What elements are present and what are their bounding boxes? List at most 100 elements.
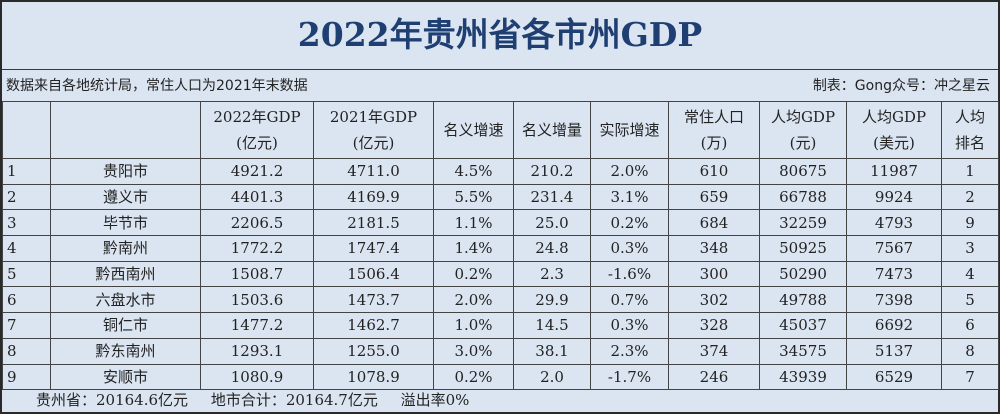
page-title: 2022年贵州省各市州GDP — [2, 2, 998, 70]
column-header: 名义增速 — [433, 101, 514, 159]
table-row: 5 黔西南州 1508.7 1506.4 0.2% 2.3 -1.6% 300 50290 747… — [2, 260, 999, 288]
table-body: 1 贵阳市 4921.2 4711.0 4.5% 210.2 2.0% 610 80675 119… — [2, 158, 999, 391]
nominal-increase-cell: 231.4 — [513, 183, 591, 211]
column-header: 人均GDP (元) — [759, 101, 847, 159]
column-header: 人均GDP (美元) — [846, 101, 942, 159]
population-cell: 610 — [668, 158, 760, 185]
gdp-per-capita-usd-cell: 5137 — [846, 337, 942, 365]
column-header: 名义增量 — [513, 101, 591, 159]
table-header: 2022年GDP (亿元) 2021年GDP (亿元) 名义增速 名义增量 实际增速 常住人口… — [2, 101, 999, 159]
real-growth-cell: 0.2% — [590, 209, 669, 237]
per-capita-rank-cell: 5 — [941, 286, 999, 314]
gdp-per-capita-usd-cell: 7398 — [846, 286, 942, 314]
gdp-per-capita-cny-cell: 80675 — [759, 158, 847, 185]
gdp-2022-cell: 1772.2 — [200, 235, 314, 262]
column-header-line1: 人均GDP — [770, 108, 836, 126]
nominal-growth-cell: 0.2% — [433, 363, 514, 391]
column-header-line1: 2022年GDP — [213, 108, 301, 126]
city-name-cell: 贵阳市 — [50, 158, 201, 185]
gdp-2021-cell: 1747.4 — [313, 235, 434, 262]
gdp-per-capita-usd-cell: 6692 — [846, 312, 942, 339]
gdp-2022-cell: 4401.3 — [200, 183, 314, 211]
city-name-cell: 遵义市 — [50, 183, 201, 211]
city-name-cell: 六盘水市 — [50, 286, 201, 314]
nominal-growth-cell: 0.2% — [433, 260, 514, 288]
overflow-rate: 溢出率0% — [400, 391, 470, 409]
column-header-line1: 人均GDP — [861, 108, 927, 126]
gdp-per-capita-cny-cell: 45037 — [759, 312, 847, 339]
table-row: 3 毕节市 2206.5 2181.5 1.1% 25.0 0.2% 684 32259 4793… — [2, 209, 999, 237]
table-row: 4 黔南州 1772.2 1747.4 1.4% 24.8 0.3% 348 50925 7567… — [2, 235, 999, 262]
gdp-2022-cell: 1477.2 — [200, 312, 314, 339]
column-header-line2: (万) — [700, 134, 728, 152]
real-growth-cell: -1.6% — [590, 260, 669, 288]
row-number-cell: 2 — [2, 183, 51, 211]
real-growth-cell: 0.3% — [590, 235, 669, 262]
city-name-cell: 黔南州 — [50, 235, 201, 262]
population-cell: 348 — [668, 235, 760, 262]
column-header-line1: 名义增量 — [521, 121, 582, 139]
population-cell: 300 — [668, 260, 760, 288]
row-number-cell: 3 — [2, 209, 51, 237]
nominal-growth-cell: 1.4% — [433, 235, 514, 262]
gdp-per-capita-cny-cell: 50925 — [759, 235, 847, 262]
gdp-per-capita-cny-cell: 32259 — [759, 209, 847, 237]
gdp-per-capita-usd-cell: 6529 — [846, 363, 942, 391]
row-number-cell: 9 — [2, 363, 51, 391]
column-header-line2: (亿元) — [236, 134, 278, 152]
nominal-growth-cell: 5.5% — [433, 183, 514, 211]
column-header: 2022年GDP (亿元) — [200, 101, 314, 159]
population-cell: 659 — [668, 183, 760, 211]
city-name-cell: 铜仁市 — [50, 312, 201, 339]
per-capita-rank-cell: 1 — [941, 158, 999, 185]
gdp-per-capita-usd-cell: 11987 — [846, 158, 942, 185]
column-header-line2: (元) — [789, 134, 817, 152]
row-number-cell: 6 — [2, 286, 51, 314]
real-growth-cell: 0.3% — [590, 312, 669, 339]
nominal-increase-cell: 29.9 — [513, 286, 591, 314]
city-sum: 地市合计：20164.7亿元 — [210, 391, 378, 409]
gdp-2021-cell: 4711.0 — [313, 158, 434, 185]
gdp-per-capita-usd-cell: 9924 — [846, 183, 942, 211]
gdp-2022-cell: 2206.5 — [200, 209, 314, 237]
nominal-increase-cell: 210.2 — [513, 158, 591, 185]
nominal-increase-cell: 14.5 — [513, 312, 591, 339]
city-name-cell: 安顺市 — [50, 363, 201, 391]
gdp-2022-cell: 1508.7 — [200, 260, 314, 288]
gdp-per-capita-usd-cell: 7567 — [846, 235, 942, 262]
row-number-cell: 5 — [2, 260, 51, 288]
summary-footer: 贵州省：20164.6亿元 地市合计：20164.7亿元 溢出率0% — [36, 388, 487, 412]
province-total: 贵州省：20164.6亿元 — [36, 391, 189, 409]
column-header-line1: 常住人口 — [683, 108, 744, 126]
gdp-per-capita-cny-cell: 43939 — [759, 363, 847, 391]
population-cell: 246 — [668, 363, 760, 391]
gdp-per-capita-cny-cell: 50290 — [759, 260, 847, 288]
table-row: 6 六盘水市 1503.6 1473.7 2.0% 29.9 0.7% 302 49788 739… — [2, 286, 999, 314]
row-number-cell: 7 — [2, 312, 51, 339]
column-header-line1: 名义增速 — [443, 121, 504, 139]
real-growth-cell: 0.7% — [590, 286, 669, 314]
gdp-2021-cell: 1506.4 — [313, 260, 434, 288]
column-header — [2, 101, 51, 159]
gdp-per-capita-usd-cell: 4793 — [846, 209, 942, 237]
gdp-2021-cell: 1462.7 — [313, 312, 434, 339]
city-name-cell: 黔西南州 — [50, 260, 201, 288]
table-row: 2 遵义市 4401.3 4169.9 5.5% 231.4 3.1% 659 66788 992… — [2, 183, 999, 211]
gdp-2021-cell: 1255.0 — [313, 337, 434, 365]
column-header: 2021年GDP (亿元) — [313, 101, 434, 159]
table-row: 8 黔东南州 1293.1 1255.0 3.0% 38.1 2.3% 374 34575 513… — [2, 337, 999, 365]
column-header-line2: (亿元) — [352, 134, 395, 152]
column-header-line1: 2021年GDP — [329, 108, 418, 126]
population-cell: 684 — [668, 209, 760, 237]
table-row: 9 安顺市 1080.9 1078.9 0.2% 2.0 -1.7% 246 43939 6529… — [2, 363, 999, 391]
column-header: 实际增速 — [590, 101, 669, 159]
per-capita-rank-cell: 6 — [941, 312, 999, 339]
gdp-per-capita-cny-cell: 49788 — [759, 286, 847, 314]
per-capita-rank-cell: 3 — [941, 235, 999, 262]
gdp-per-capita-usd-cell: 7473 — [846, 260, 942, 288]
column-header-line1: 人均 — [954, 108, 985, 126]
gdp-2022-cell: 1503.6 — [200, 286, 314, 314]
header-row: 2022年GDP (亿元) 2021年GDP (亿元) 名义增速 名义增量 实际增速 常住人口… — [2, 101, 999, 159]
gdp-2022-cell: 4921.2 — [200, 158, 314, 185]
